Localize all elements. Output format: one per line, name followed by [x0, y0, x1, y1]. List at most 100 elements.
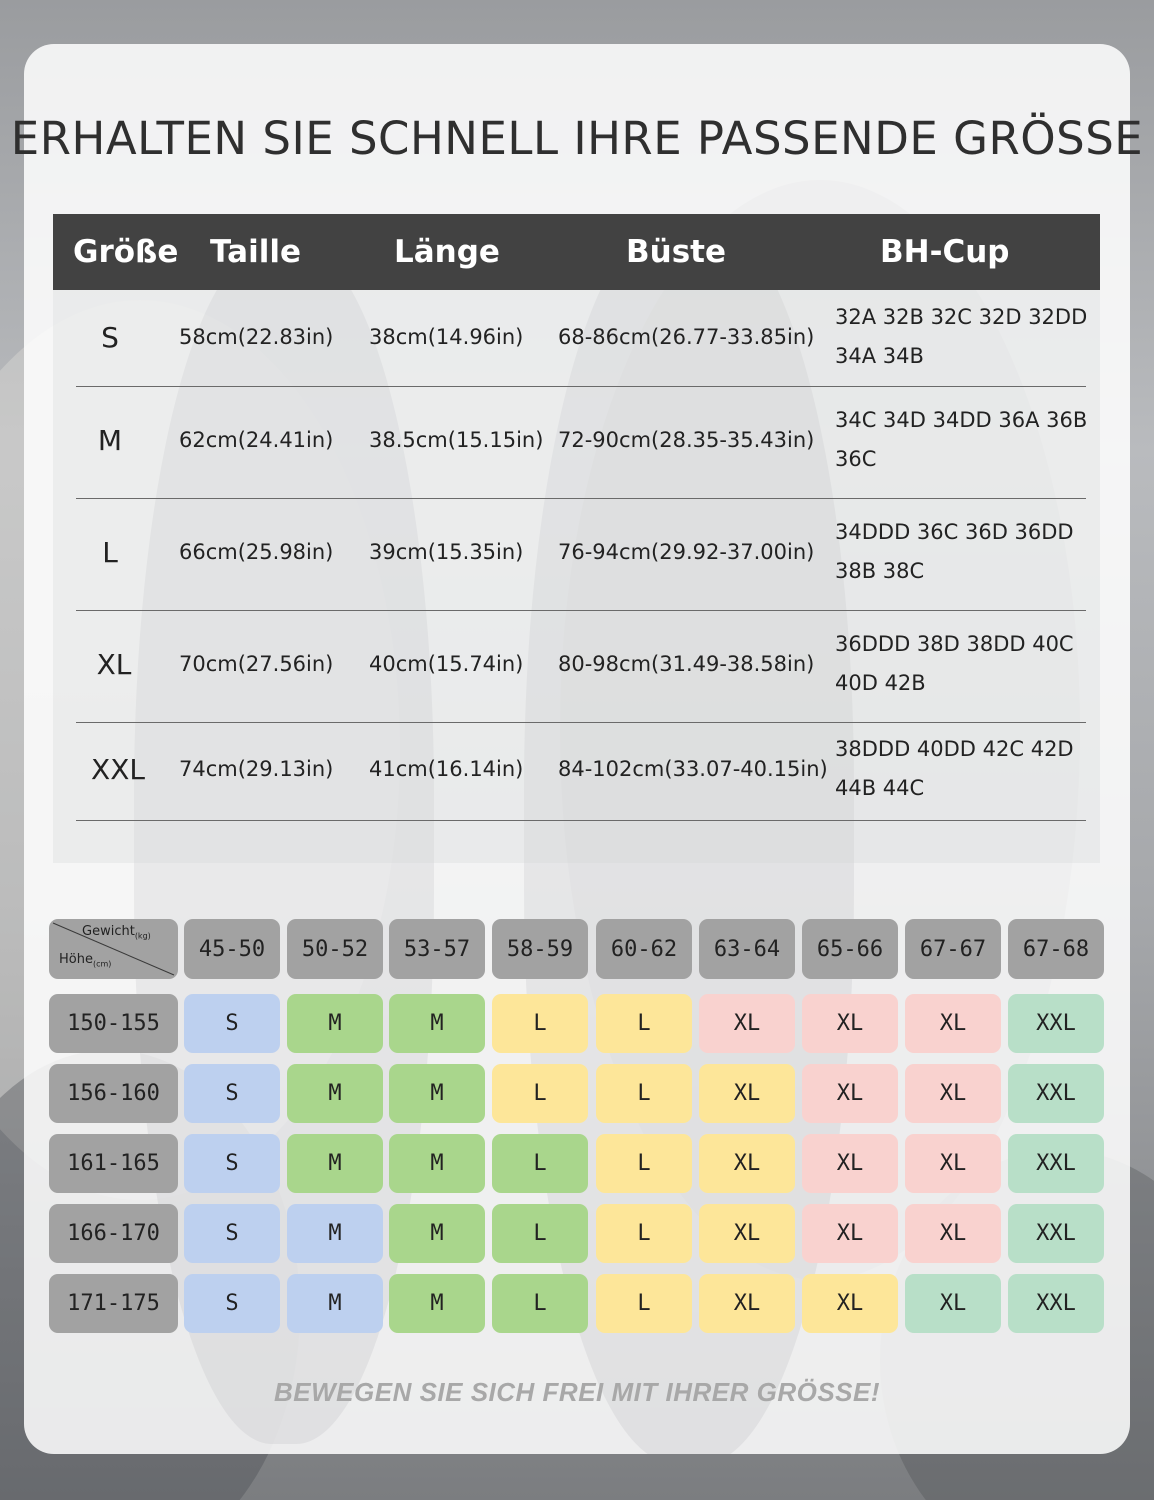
- height-header: 171-175: [49, 1274, 178, 1333]
- fit-cell: XL: [905, 1064, 1001, 1123]
- fit-cell: XL: [802, 1134, 898, 1193]
- cell-laenge: 39cm(15.35in): [369, 540, 524, 564]
- size-row: [76, 722, 1086, 821]
- size-table-body: [53, 290, 1100, 863]
- fit-cell: M: [287, 1204, 383, 1263]
- weight-header: 67-68: [1008, 919, 1104, 979]
- height-header: 161-165: [49, 1134, 178, 1193]
- size-row: [76, 292, 1086, 387]
- fit-cell: XL: [699, 1134, 795, 1193]
- fit-cell: XL: [802, 994, 898, 1053]
- fit-cell: S: [184, 994, 280, 1053]
- fit-cell: XXL: [1008, 994, 1104, 1053]
- fit-cell: L: [492, 1064, 588, 1123]
- size-label: M: [97, 424, 123, 457]
- header-groesse: Größe: [73, 234, 179, 270]
- footer-slogan: BEWEGEN SIE SICH FREI MIT IHRER GRÖSSE!: [274, 1377, 880, 1407]
- size-table-header: Größe Taille Länge Büste BH-Cup: [53, 214, 1100, 290]
- height-header: 150-155: [49, 994, 178, 1053]
- header-bh-cup: BH-Cup: [880, 234, 1010, 270]
- fit-cell: XL: [802, 1064, 898, 1123]
- cell-laenge: 38.5cm(15.15in): [369, 428, 544, 452]
- cell-bueste: 84-102cm(33.07-40.15in): [558, 757, 828, 781]
- weight-header: 60-62: [596, 919, 692, 979]
- cell-cup-line1: 34DDD 36C 36D 36DD: [835, 520, 1074, 544]
- fit-cell: L: [492, 1204, 588, 1263]
- fit-cell: XXL: [1008, 1064, 1104, 1123]
- fit-cell: XL: [905, 1204, 1001, 1263]
- cell-cup-line2: 36C: [835, 447, 877, 471]
- cell-laenge: 40cm(15.74in): [369, 652, 524, 676]
- fit-cell: XL: [699, 1064, 795, 1123]
- cell-taille: 74cm(29.13in): [179, 757, 334, 781]
- weight-header: 67-67: [905, 919, 1001, 979]
- fit-cell: XL: [905, 1134, 1001, 1193]
- fit-cell: M: [287, 1064, 383, 1123]
- height-axis-label: Höhe(cm): [59, 952, 112, 969]
- fit-cell: M: [389, 1274, 485, 1333]
- cell-cup-line1: 36DDD 38D 38DD 40C: [835, 632, 1074, 656]
- page-title: ERHALTEN SIE SCHNELL IHRE PASSENDE GRÖSS…: [10, 112, 1144, 165]
- fit-cell: XXL: [1008, 1204, 1104, 1263]
- cell-cup-line2: 44B 44C: [835, 776, 925, 800]
- fit-cell: XL: [699, 1204, 795, 1263]
- fit-cell: XL: [699, 1274, 795, 1333]
- fit-cell: M: [389, 994, 485, 1053]
- cell-laenge: 38cm(14.96in): [369, 325, 524, 349]
- cell-taille: 66cm(25.98in): [179, 540, 334, 564]
- size-row: [76, 610, 1086, 723]
- size-label: L: [102, 536, 118, 569]
- fit-cell: XL: [802, 1274, 898, 1333]
- fit-cell: M: [287, 1134, 383, 1193]
- cell-bueste: 76-94cm(29.92-37.00in): [558, 540, 815, 564]
- fit-cell: M: [287, 994, 383, 1053]
- fit-cell: M: [389, 1204, 485, 1263]
- header-bueste: Büste: [626, 234, 726, 270]
- fit-cell: XL: [699, 994, 795, 1053]
- cell-cup-line2: 38B 38C: [835, 559, 925, 583]
- fit-cell: M: [287, 1274, 383, 1333]
- fit-cell: L: [596, 1134, 692, 1193]
- weight-header: 45-50: [184, 919, 280, 979]
- fit-cell: XXL: [1008, 1134, 1104, 1193]
- height-header: 166-170: [49, 1204, 178, 1263]
- weight-header: 65-66: [802, 919, 898, 979]
- diagonal-divider-icon: [52, 922, 175, 976]
- size-label: XL: [96, 648, 132, 681]
- fit-cell: XL: [802, 1204, 898, 1263]
- fit-cell: L: [596, 994, 692, 1053]
- weight-header: 58-59: [492, 919, 588, 979]
- cell-cup-line1: 32A 32B 32C 32D 32DD: [835, 305, 1088, 329]
- fit-cell: M: [389, 1064, 485, 1123]
- fit-cell: L: [596, 1064, 692, 1123]
- cell-taille: 70cm(27.56in): [179, 652, 334, 676]
- height-header: 156-160: [49, 1064, 178, 1123]
- weight-header: 63-64: [699, 919, 795, 979]
- fit-cell: S: [184, 1134, 280, 1193]
- cell-cup-line2: 40D 42B: [835, 671, 926, 695]
- fit-cell: M: [389, 1134, 485, 1193]
- fit-cell: XXL: [1008, 1274, 1104, 1333]
- cell-bueste: 68-86cm(26.77-33.85in): [558, 325, 815, 349]
- fit-cell: L: [492, 994, 588, 1053]
- cell-bueste: 72-90cm(28.35-35.43in): [558, 428, 815, 452]
- grid-corner-header: Gewicht(kg) Höhe(cm): [49, 919, 178, 979]
- size-label: XXL: [91, 753, 145, 786]
- weight-header: 50-52: [287, 919, 383, 979]
- cell-cup-line2: 34A 34B: [835, 344, 924, 368]
- cell-cup-line1: 38DDD 40DD 42C 42D: [835, 737, 1074, 761]
- cell-bueste: 80-98cm(31.49-38.58in): [558, 652, 815, 676]
- fit-cell: S: [184, 1064, 280, 1123]
- header-taille: Taille: [210, 234, 301, 270]
- fit-cell: S: [184, 1204, 280, 1263]
- fit-cell: S: [184, 1274, 280, 1333]
- header-laenge: Länge: [394, 234, 500, 270]
- cell-taille: 58cm(22.83in): [179, 325, 334, 349]
- fit-cell: L: [492, 1274, 588, 1333]
- fit-cell: XL: [905, 1274, 1001, 1333]
- fit-cell: L: [596, 1274, 692, 1333]
- fit-cell: L: [596, 1204, 692, 1263]
- size-row: [76, 386, 1086, 499]
- cell-laenge: 41cm(16.14in): [369, 757, 524, 781]
- weight-axis-label: Gewicht(kg): [82, 924, 151, 941]
